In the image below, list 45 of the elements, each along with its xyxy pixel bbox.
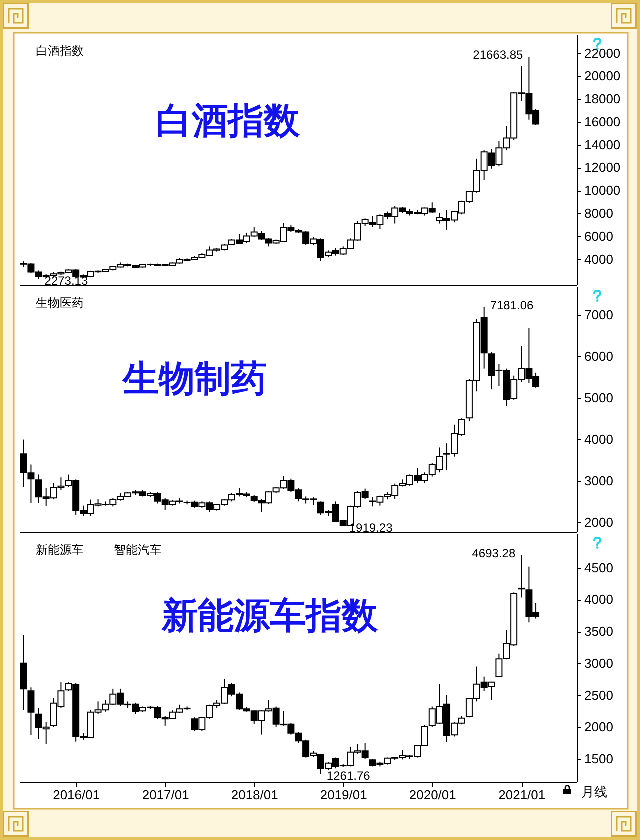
y-tick-label: 2500 <box>584 688 614 703</box>
annotation: 21663.85 <box>473 48 524 62</box>
y-tick-label: 20000 <box>584 68 621 84</box>
y-tick-label: 6000 <box>584 348 614 364</box>
y-tick-label: 1500 <box>584 752 614 767</box>
y-tick-label: 4500 <box>584 560 614 576</box>
y-tick-label: 3500 <box>584 624 614 640</box>
y-tick-label: 10000 <box>584 183 621 198</box>
y-tick-label: 8000 <box>584 206 614 221</box>
text: 白酒指数 <box>36 44 84 58</box>
annotation: 7181.06 <box>490 298 534 312</box>
text: 新能源车 <box>36 543 84 557</box>
x-axis-title: 月线 <box>582 784 608 800</box>
annotation: 2273.13 <box>44 274 88 288</box>
x-tick-label: 2020/01 <box>409 788 456 802</box>
candlestick <box>28 687 35 736</box>
annotation: 4693.28 <box>472 546 516 560</box>
y-tick-label: 3000 <box>584 656 614 671</box>
candlestick <box>518 554 526 598</box>
y-tick-label: 6000 <box>584 228 614 244</box>
y-tick-label: 14000 <box>584 137 621 152</box>
x-tick-label: 2017/01 <box>142 788 190 802</box>
y-tick-label: 4000 <box>584 432 614 447</box>
text: 生物制药 <box>122 358 267 400</box>
text: 新能源车指数 <box>161 595 380 636</box>
x-tick-label: 2019/01 <box>320 788 368 802</box>
y-tick-label: 22000 <box>584 46 621 61</box>
annotation: 1261.76 <box>326 769 371 784</box>
y-tick-label: 16000 <box>584 114 621 130</box>
x-tick-label: 2021/01 <box>498 788 546 802</box>
y-tick-label: 4000 <box>584 592 614 608</box>
y-tick-label: 12000 <box>584 160 621 176</box>
x-tick-label: 2016/01 <box>53 788 100 802</box>
y-tick-label: 2000 <box>584 720 614 735</box>
x-tick-label: 2018/01 <box>231 788 278 802</box>
y-tick-label: 18000 <box>584 92 621 107</box>
y-tick-label: 4000 <box>584 252 614 267</box>
y-tick-label: 7000 <box>584 307 614 322</box>
y-tick-label: 3000 <box>584 473 614 488</box>
y-tick-label: 2000 <box>584 514 614 530</box>
text: 生物医药 <box>36 296 84 310</box>
annotation: 智能汽车 <box>114 543 162 557</box>
annotation: 1919.23 <box>349 520 394 535</box>
y-tick-label: 5000 <box>584 390 614 406</box>
text: 白酒指数 <box>156 100 301 141</box>
